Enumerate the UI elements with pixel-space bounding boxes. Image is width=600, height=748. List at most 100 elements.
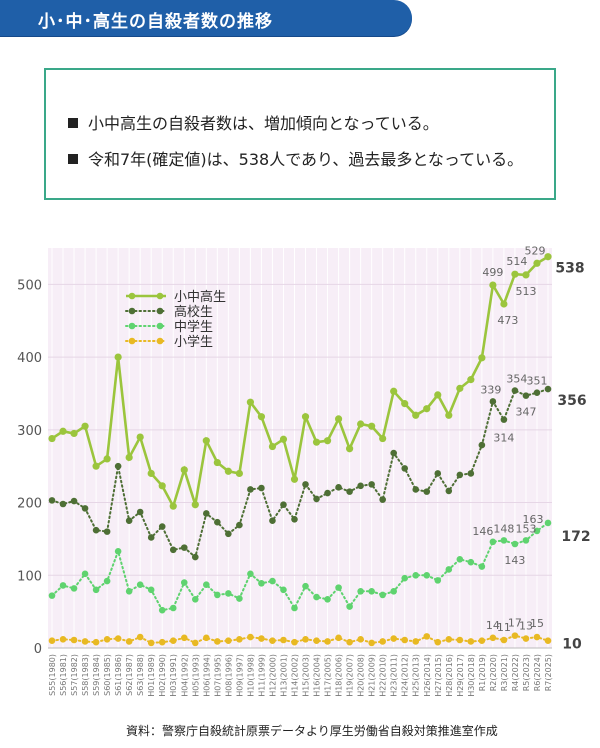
data-point — [357, 482, 364, 490]
data-point — [258, 579, 265, 587]
data-point — [269, 637, 276, 645]
x-tick-label: S56(1981) — [59, 654, 68, 696]
y-tick-label: 300 — [17, 424, 42, 439]
x-tick-label: H22(2010) — [379, 654, 388, 697]
bullet-square-icon — [68, 118, 78, 128]
data-point — [125, 587, 133, 595]
data-point — [59, 500, 67, 508]
data-point — [81, 638, 89, 645]
data-point — [280, 586, 287, 594]
data-point — [423, 633, 431, 640]
y-tick-label: 200 — [17, 497, 42, 512]
data-point — [445, 635, 453, 643]
data-point — [125, 638, 133, 645]
data-point — [48, 497, 56, 504]
data-label: 538 — [555, 261, 584, 277]
y-tick-label: 100 — [17, 569, 42, 584]
x-tick-label: R6(2024) — [533, 654, 542, 691]
data-point — [191, 639, 199, 647]
x-tick-label: R4(2022) — [511, 654, 520, 691]
source-note: 資料：警察庁自殺統計原票データより厚生労働省自殺対策推進室作成 — [126, 724, 498, 738]
data-point — [467, 638, 475, 645]
data-point — [456, 555, 464, 563]
data-label: 351 — [526, 375, 547, 388]
x-tick-label: S59(1984) — [92, 654, 101, 696]
data-point — [92, 526, 100, 534]
summary-bullet-2: 令和7年(確定値)は、538人であり、過去最多となっている。 — [68, 146, 523, 170]
data-point — [313, 637, 320, 645]
data-label: 163 — [522, 513, 543, 526]
data-point — [334, 415, 343, 423]
data-point — [412, 486, 420, 493]
data-point — [390, 449, 397, 457]
x-tick-label: S61(1986) — [114, 654, 123, 696]
data-point — [203, 581, 210, 589]
legend-label: 小学生 — [174, 334, 213, 350]
data-point — [533, 527, 541, 535]
data-point — [368, 481, 375, 488]
data-point — [136, 633, 144, 641]
legend-label: 小中高生 — [174, 289, 226, 305]
data-point — [346, 603, 353, 610]
data-point — [114, 547, 122, 555]
data-point — [368, 639, 375, 647]
data-point — [412, 638, 420, 645]
data-point — [214, 638, 221, 645]
data-point — [467, 558, 475, 566]
data-point — [158, 523, 166, 530]
data-point — [478, 563, 486, 570]
x-tick-label: H05(1993) — [191, 654, 200, 697]
data-point — [147, 469, 155, 478]
data-point — [70, 585, 78, 592]
x-tick-label: H06(1994) — [202, 654, 211, 697]
x-tick-label: H10(1998) — [246, 654, 255, 697]
data-point — [180, 579, 188, 586]
data-point — [522, 537, 530, 544]
data-point — [357, 587, 364, 595]
data-point — [191, 595, 199, 603]
data-point — [511, 632, 519, 639]
series-line — [51, 521, 549, 612]
data-point — [92, 462, 100, 470]
x-tick-label: H07(1995) — [213, 654, 222, 697]
data-point — [467, 470, 475, 477]
x-tick-label: H21(2009) — [368, 654, 377, 697]
data-point — [511, 540, 519, 548]
data-point — [500, 300, 508, 308]
x-tick-label: H24(2012) — [401, 654, 410, 697]
x-tick-label: H25(2013) — [412, 654, 421, 697]
legend-marker — [128, 337, 136, 345]
data-point — [103, 635, 111, 643]
data-point — [313, 593, 320, 601]
data-point — [125, 453, 133, 462]
data-point — [456, 636, 464, 644]
data-point — [335, 483, 342, 491]
line-chart: 0 100 200 300 400 500 S55(1980) S56(1981) S57(19… — [17, 244, 590, 697]
data-point — [412, 571, 420, 579]
data-point — [489, 281, 497, 289]
data-point — [247, 633, 254, 641]
data-point — [489, 634, 497, 642]
data-point — [103, 577, 111, 585]
data-point — [191, 553, 199, 561]
data-point — [379, 591, 386, 599]
data-point — [48, 592, 56, 599]
data-point — [445, 487, 453, 495]
x-tick-label: S55(1980) — [48, 654, 57, 696]
x-tick-label: H12(2000) — [268, 654, 277, 697]
x-tick-label: H20(2008) — [357, 654, 366, 697]
data-point — [224, 467, 232, 475]
data-point — [70, 636, 78, 644]
x-tick-label: H04(1992) — [180, 654, 189, 697]
data-point — [236, 521, 243, 529]
data-point — [258, 635, 265, 642]
x-tick-label: H11(1999) — [257, 654, 266, 697]
data-point — [412, 411, 420, 419]
data-point — [301, 413, 310, 421]
data-point — [434, 391, 442, 399]
y-tick-label: 500 — [17, 278, 42, 293]
x-tick-label: H03(1991) — [169, 654, 178, 697]
data-point — [533, 259, 541, 267]
data-point — [357, 420, 365, 428]
data-point — [467, 376, 475, 384]
